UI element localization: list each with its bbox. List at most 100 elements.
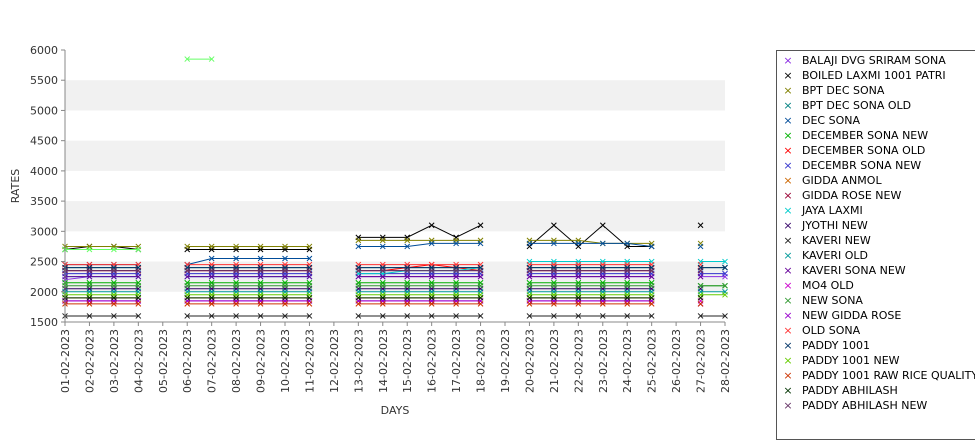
data-point: [428, 273, 435, 280]
data-point: [722, 270, 728, 277]
data-point: [404, 243, 411, 250]
legend-label: GIDDA ANMOL: [802, 174, 882, 187]
legend-item: × KAVERI SONA NEW: [777, 264, 975, 279]
x-tick-label: 07-02-2023: [206, 329, 219, 393]
series-line: [358, 242, 481, 247]
x-tick-label: 01-02-2023: [59, 329, 72, 393]
data-point: [184, 56, 191, 62]
legend-item: × KAVERI OLD: [777, 249, 975, 264]
legend-item: × PADDY ABHILASH: [777, 384, 975, 399]
y-tick-label: 2000: [30, 286, 58, 299]
data-point: [722, 313, 728, 319]
data-point: [697, 294, 704, 301]
data-point: [551, 240, 557, 247]
data-point: [428, 267, 435, 274]
grid-band: [65, 201, 725, 232]
legend-marker-icon: ×: [783, 399, 793, 412]
data-point: [624, 294, 631, 301]
legend-label: DECEMBR SONA NEW: [802, 159, 922, 172]
data-point: [526, 282, 533, 289]
grid-band: [65, 140, 725, 171]
data-point: [648, 273, 655, 280]
data-point: [86, 246, 93, 253]
x-tick-label: 16-02-2023: [426, 329, 439, 393]
data-point: [575, 294, 582, 301]
legend-label: DECEMBER SONA NEW: [802, 129, 929, 142]
data-point: [428, 282, 435, 289]
legend-label: BALAJI DVG SRIRAM SONA: [802, 54, 946, 67]
data-point: [208, 294, 215, 301]
y-tick-label: 5500: [30, 74, 58, 87]
data-point: [355, 273, 362, 280]
data-point: [282, 273, 288, 280]
data-point: [697, 301, 704, 307]
legend-item: × BOILED LAXMI 1001 PATRI: [777, 69, 975, 84]
data-point: [233, 273, 239, 280]
data-point: [282, 267, 288, 274]
data-point: [379, 294, 386, 301]
data-point: [404, 282, 411, 289]
series-line: [358, 224, 481, 238]
legend-label: GIDDA ROSE NEW: [802, 189, 902, 202]
x-tick-label: 22-02-2023: [572, 329, 585, 393]
data-point: [697, 273, 704, 280]
data-point: [257, 273, 264, 280]
legend-label: PADDY 1001 NEW: [802, 354, 900, 367]
data-point: [257, 294, 264, 301]
series-22: [62, 301, 704, 307]
legend-item: × BPT DEC SONA OLD: [777, 99, 975, 114]
data-point: [404, 301, 411, 307]
data-point: [257, 267, 264, 274]
data-point: [306, 243, 313, 250]
x-tick-label: 12-02-2023: [328, 329, 341, 393]
data-point: [306, 273, 313, 280]
data-point: [404, 313, 411, 319]
y-tick-label: 3000: [30, 225, 58, 238]
legend-label: DECEMBER SONA OLD: [802, 144, 926, 157]
data-point: [208, 313, 215, 319]
data-point: [453, 313, 459, 319]
legend-marker-icon: ×: [783, 204, 793, 217]
legend-label: KAVERI OLD: [802, 249, 868, 262]
data-point: [624, 282, 631, 289]
legend-marker-icon: ×: [783, 234, 793, 247]
data-point: [526, 294, 533, 301]
legend-label: JAYA LAXMI: [802, 204, 863, 217]
data-point: [184, 294, 191, 301]
data-point: [697, 313, 704, 319]
data-point: [233, 255, 239, 262]
data-point: [306, 255, 313, 262]
data-point: [282, 313, 288, 319]
data-point: [624, 267, 631, 274]
data-point: [355, 237, 362, 244]
legend-item: × OLD SONA: [777, 324, 975, 339]
legend-item: × GIDDA ROSE NEW: [777, 189, 975, 204]
data-point: [697, 222, 704, 229]
x-tick-label: 02-02-2023: [83, 329, 96, 393]
data-point: [111, 246, 117, 253]
data-point: [208, 273, 215, 280]
x-tick-label: 17-02-2023: [450, 329, 463, 393]
legend-marker-icon: ×: [783, 84, 793, 97]
data-point: [86, 273, 93, 280]
data-point: [599, 313, 606, 319]
data-point: [233, 267, 239, 274]
legend-marker-icon: ×: [783, 144, 793, 157]
data-point: [184, 282, 191, 289]
legend-item: × PADDY 1001 RAW RICE QUALITY: [777, 369, 975, 384]
x-tick-label: 14-02-2023: [377, 329, 390, 393]
legend-marker-icon: ×: [783, 324, 793, 337]
x-tick-label: 13-02-2023: [352, 329, 365, 393]
data-point: [379, 237, 386, 244]
data-point: [111, 282, 117, 289]
data-point: [379, 267, 386, 274]
data-point: [551, 301, 557, 307]
data-point: [184, 301, 191, 307]
data-point: [624, 301, 631, 307]
x-tick-label: 03-02-2023: [108, 329, 121, 393]
y-tick-label: 4500: [30, 135, 58, 148]
legend-label: JYOTHI NEW: [802, 219, 868, 232]
data-point: [599, 267, 606, 274]
data-point: [599, 282, 606, 289]
series-15: [62, 273, 704, 280]
